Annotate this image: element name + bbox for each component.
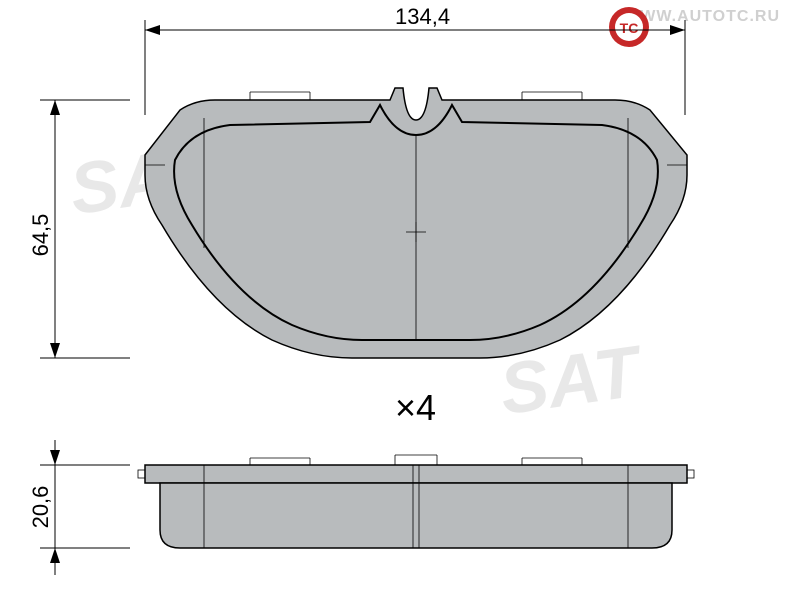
quantity-label: ×4	[395, 387, 436, 428]
technical-drawing: 134,4 64,5 ×4	[0, 0, 800, 600]
dimension-thickness: 20,6	[28, 440, 130, 575]
brake-pad-front	[145, 88, 687, 358]
dimension-width-label: 134,4	[395, 4, 450, 29]
dimension-thickness-label: 20,6	[28, 486, 53, 529]
brake-pad-side	[138, 455, 694, 548]
dimension-width: 134,4	[145, 4, 685, 115]
dimension-height: 64,5	[28, 100, 130, 358]
dimension-height-label: 64,5	[28, 214, 53, 257]
